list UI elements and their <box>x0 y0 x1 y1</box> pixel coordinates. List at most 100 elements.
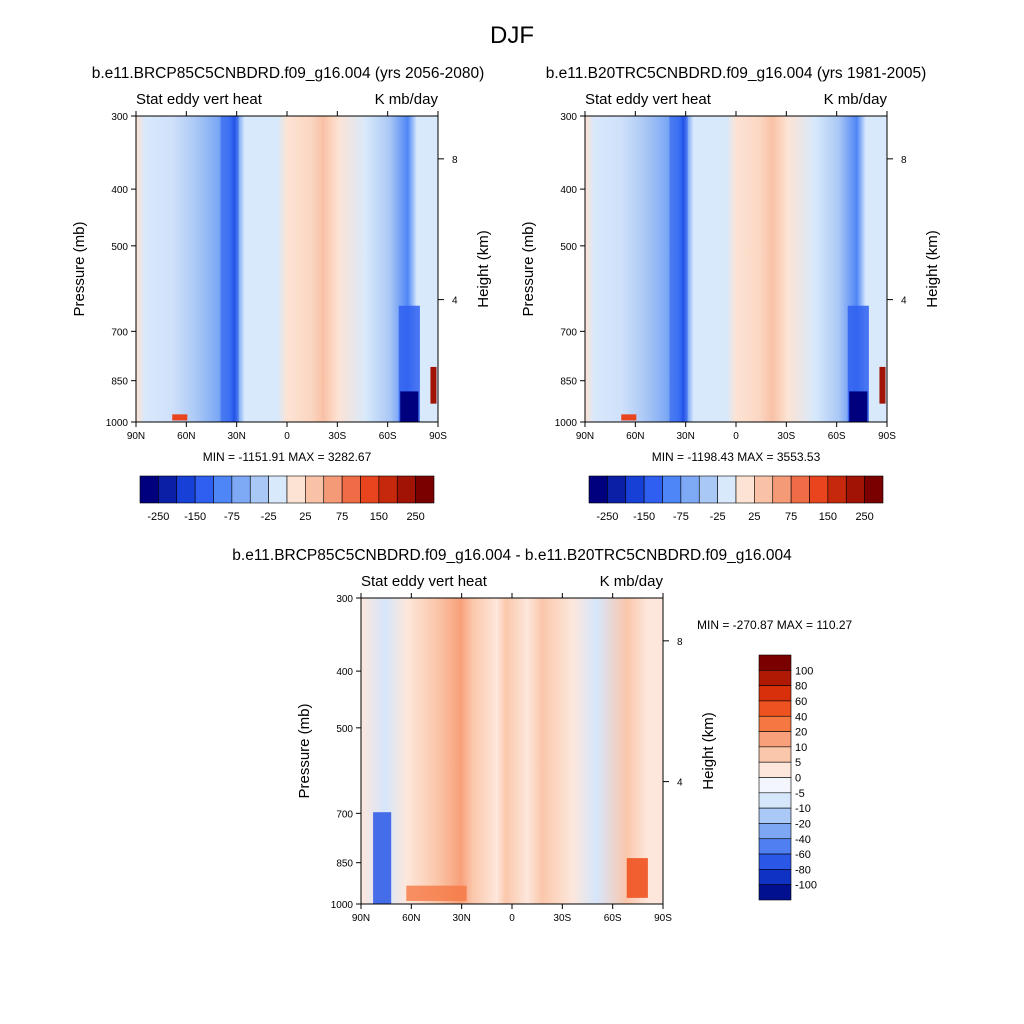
y2-tick-label: 4 <box>901 296 907 307</box>
colorbar-label: 150 <box>819 511 837 523</box>
y-tick-label: 850 <box>111 377 128 388</box>
y2-axis-label: Height (km) <box>924 230 941 308</box>
colorbar-box <box>758 670 792 686</box>
colorbar-box <box>790 475 810 504</box>
colorbar-box <box>158 475 178 504</box>
colorbar-label: -20 <box>795 818 811 830</box>
colorbar-box <box>758 746 792 763</box>
colorbar-box <box>305 475 325 504</box>
colorbar-label: 75 <box>785 511 797 523</box>
y-tick-label: 500 <box>560 242 577 253</box>
colorbar-label: 10 <box>795 742 807 754</box>
colorbar-box <box>717 475 737 504</box>
colorbar-label: 250 <box>406 511 424 523</box>
y-tick-label: 400 <box>336 667 353 678</box>
colorbar-label: -150 <box>633 511 655 523</box>
colorbar-box <box>323 475 343 504</box>
colorbar-label: -25 <box>261 511 277 523</box>
colorbar-label: 100 <box>795 665 813 677</box>
x-tick-label: 60N <box>626 431 644 442</box>
x-tick-label: 90N <box>127 431 145 442</box>
y-tick-label: 1000 <box>331 900 354 911</box>
colorbar-box <box>643 475 663 504</box>
field-feature-south-max <box>430 366 437 404</box>
colorbar-label: -250 <box>147 511 169 523</box>
y-axis-label: Pressure (mb) <box>520 221 537 316</box>
y-tick-label: 300 <box>111 112 128 123</box>
x-tick-label: 30N <box>676 431 694 442</box>
y-tick-label: 700 <box>560 327 577 338</box>
x-tick-label: 60N <box>402 913 420 924</box>
colorbar-box <box>758 838 792 855</box>
colorbar-label: 80 <box>795 681 807 693</box>
colorbar-box <box>249 475 269 504</box>
colorbar-box <box>772 475 792 504</box>
colorbar-label: -5 <box>795 788 805 800</box>
colorbar-label: 25 <box>299 511 311 523</box>
right-string: K mb/day <box>375 91 439 108</box>
panel-title: b.e11.BRCP85C5CNBDRD.f09_g16.004 - b.e11… <box>232 547 792 564</box>
colorbar-box <box>360 475 380 504</box>
colorbar-box <box>415 475 435 504</box>
y-tick-label: 700 <box>111 327 128 338</box>
colorbar-box <box>378 475 398 504</box>
colorbar-box <box>607 475 627 504</box>
colorbar-box <box>625 475 645 504</box>
colorbar-box <box>231 475 251 504</box>
field-fill <box>136 116 438 422</box>
y-tick-label: 400 <box>111 185 128 196</box>
x-tick-label: 90N <box>576 431 594 442</box>
colorbar-box <box>758 823 792 840</box>
colorbar-box <box>758 654 792 671</box>
colorbar-box <box>341 475 361 504</box>
chart-panel-future: 90N 60N 30N 0 30S 60S 90S 300 400 500 700 850 1000 8 4… <box>71 65 492 523</box>
colorbar-label: -75 <box>224 511 240 523</box>
colorbar-label: 25 <box>748 511 760 523</box>
colorbar-label: -40 <box>795 834 811 846</box>
panel-title: b.e11.BRCP85C5CNBDRD.f09_g16.004 (yrs 20… <box>92 65 485 82</box>
y-tick-label: 500 <box>111 242 128 253</box>
y-tick-label: 500 <box>336 724 353 735</box>
y2-tick-label: 8 <box>677 637 683 648</box>
y-tick-label: 400 <box>560 185 577 196</box>
x-tick-label: 0 <box>733 431 739 442</box>
x-tick-label: 30S <box>553 913 571 924</box>
colorbar-label: 5 <box>795 757 801 769</box>
colorbar-label: 20 <box>795 727 807 739</box>
colorbar-box <box>809 475 829 504</box>
field-fill <box>585 116 887 422</box>
field-fill <box>361 598 663 904</box>
chart-panel-historical: 90N 60N 30N 0 30S 60S 90S 300 400 500 700 850 1000 8 4… <box>520 65 941 523</box>
colorbar-box <box>758 853 792 870</box>
colorbar-box <box>758 685 792 702</box>
panel-title: b.e11.B20TRC5CNBDRD.f09_g16.004 (yrs 198… <box>546 65 927 82</box>
x-tick-label: 30S <box>777 431 795 442</box>
x-tick-label: 60S <box>604 913 622 924</box>
colorbar-label: 0 <box>795 773 801 785</box>
colorbar-box <box>758 731 792 748</box>
x-tick-label: 90S <box>654 913 672 924</box>
field-feature-south-core <box>400 391 419 422</box>
y2-axis-label: Height (km) <box>475 230 492 308</box>
colorbar-box <box>754 475 774 504</box>
colorbar-label: -80 <box>795 864 811 876</box>
x-tick-label: 30N <box>227 431 245 442</box>
colorbar-label: -250 <box>596 511 618 523</box>
x-tick-label: 60S <box>828 431 846 442</box>
right-string: K mb/day <box>600 573 664 590</box>
colorbar-label: -100 <box>795 880 817 892</box>
colorbar-box <box>758 869 792 885</box>
x-tick-label: 90N <box>352 913 370 924</box>
colorbar-label: 250 <box>855 511 873 523</box>
colorbar-label: -25 <box>710 511 726 523</box>
y-tick-label: 300 <box>560 112 577 123</box>
y-tick-label: 850 <box>560 377 577 388</box>
y-tick-label: 850 <box>336 859 353 870</box>
y2-tick-label: 4 <box>452 296 458 307</box>
colorbar-box <box>396 475 416 504</box>
y2-tick-label: 8 <box>901 155 907 166</box>
chart-panel-difference: 90N 60N 30N 0 30S 60S 90S300400500700850100084… <box>232 547 852 924</box>
colorbar-box <box>864 475 884 504</box>
y2-tick-label: 8 <box>452 155 458 166</box>
min-max-text: MIN = -1198.43 MAX = 3553.53 <box>652 450 821 464</box>
